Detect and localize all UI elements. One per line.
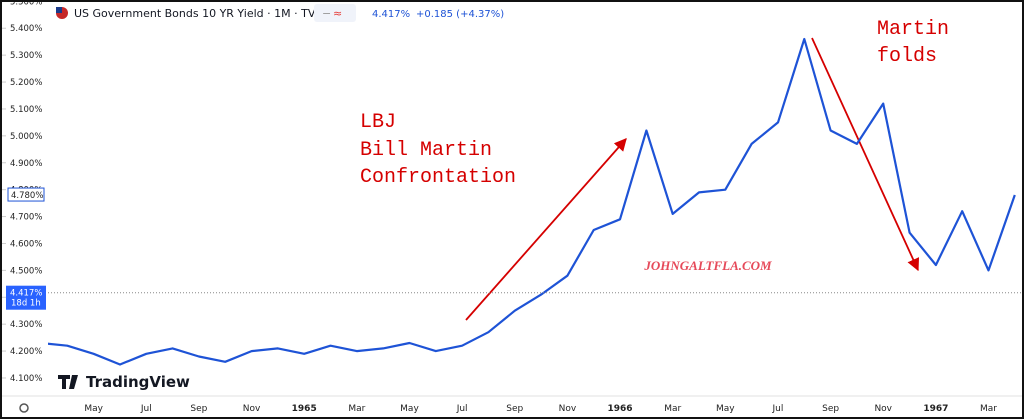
x-tick-label: Jul [140,404,152,414]
x-tick-label: May [84,404,103,414]
annotation: Confrontation [360,166,516,189]
x-tick-label: Sep [190,404,207,414]
annotation: Martin [877,18,949,41]
y-tick-label: 4.200% [10,347,42,357]
annotation: folds [877,45,937,68]
y-tick-label: 5.300% [10,51,42,61]
line-series [48,37,1016,366]
watermark: JOHNGALTFLA.COM [643,258,772,273]
x-tick-label: 1967 [923,404,948,414]
y-tick-label: 4.700% [10,213,42,223]
x-tick-label: Sep [822,404,839,414]
last-value-box [7,187,45,202]
x-tick-label: Nov [243,404,261,414]
last-value-label: 4.780% [11,191,43,201]
settings-icon[interactable] [19,403,29,413]
y-tick-label: 4.600% [10,239,42,249]
price-countdown: 18d 1h [11,299,41,309]
y-tick-label: 5.400% [10,24,42,34]
logo-icon [58,375,78,389]
x-tick-label: Mar [348,404,365,414]
annotation: Bill Martin [360,139,492,162]
symbol-title: US Government Bonds 10 YR Yield · 1M · T… [74,7,323,20]
y-tick-label: 5.200% [10,78,42,88]
y-tick-label: 4.500% [10,266,42,276]
price-label: 4.417% [10,289,42,299]
x-tick-label: Jul [456,404,468,414]
x-tick-label: May [716,404,735,414]
compare-button[interactable] [314,4,356,22]
x-tick-label: 1966 [608,404,633,414]
y-tick-label: 4.100% [10,374,42,384]
header-change: +0.185 (+4.37%) [416,9,504,20]
arrow [811,37,920,272]
y-tick-label: 5.500% [10,0,42,7]
x-tick-label: Jul [772,404,784,414]
x-tick-label: Mar [980,404,997,414]
price-box [6,285,46,310]
compare-icon: − [322,7,331,20]
compare-icon: ≈ [333,7,342,20]
x-tick-label: Nov [874,404,892,414]
x-tick-label: Mar [664,404,681,414]
y-tick-label: 5.000% [10,132,42,142]
x-tick-label: 1965 [292,404,317,414]
x-tick-label: Sep [506,404,523,414]
flag-canton [56,7,62,13]
x-tick-label: Nov [559,404,577,414]
y-tick-label: 4.300% [10,320,42,330]
header-price: 4.417% [372,9,410,20]
x-tick-label: May [400,404,419,414]
y-tick-label: 4.900% [10,159,42,169]
logo-text: TradingView [86,373,190,391]
y-tick-label: 5.100% [10,105,42,115]
annotation: LBJ [360,111,396,134]
arrow [465,138,627,321]
